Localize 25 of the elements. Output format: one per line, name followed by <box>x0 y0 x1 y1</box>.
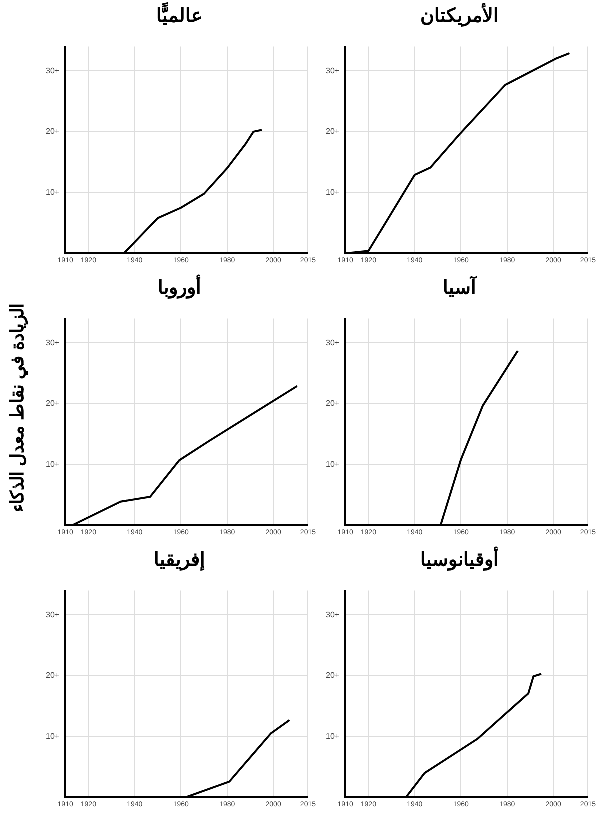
y-tick-label: +30 <box>326 610 340 620</box>
y-tick-label: +10 <box>46 460 60 469</box>
y-tick-label: +20 <box>326 671 340 680</box>
y-axis-title: الزيادة في نقاط معدل الذكاء <box>6 303 28 513</box>
y-tick-label: +10 <box>46 732 60 741</box>
y-tick-label: +20 <box>46 671 60 680</box>
y-tick-label: +20 <box>326 127 340 136</box>
y-tick-label: +20 <box>326 399 340 408</box>
y-tick-label: +20 <box>46 399 60 408</box>
chart-title: آسيا <box>442 276 478 300</box>
y-tick-label: +30 <box>326 338 340 348</box>
chart-title: إفريقيا <box>153 549 206 572</box>
chart-title: أوروبا <box>157 276 202 300</box>
y-tick-label: +10 <box>326 460 340 469</box>
y-tick-label: +20 <box>46 127 60 136</box>
y-tick-label: +30 <box>46 610 60 620</box>
y-tick-label: +30 <box>46 338 60 348</box>
y-tick-label: +10 <box>326 732 340 741</box>
chart-title: الأمريكتان <box>420 4 500 28</box>
y-tick-label: +30 <box>326 66 340 76</box>
y-tick-label: +10 <box>46 188 60 197</box>
chart-title: أوقيانوسيا <box>420 548 500 572</box>
chart-title: عالميًّا <box>156 4 204 28</box>
y-tick-label: +10 <box>326 188 340 197</box>
y-tick-label: +30 <box>46 66 60 76</box>
